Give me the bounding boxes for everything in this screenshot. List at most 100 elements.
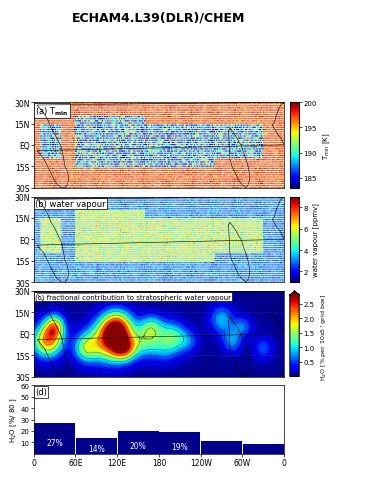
Point <box>253 161 259 168</box>
Point <box>152 253 158 261</box>
Point <box>204 135 210 143</box>
Point <box>137 238 143 245</box>
Point <box>254 139 260 147</box>
Point <box>278 236 283 244</box>
Point <box>141 199 147 207</box>
Point <box>227 207 233 215</box>
Point <box>226 266 232 274</box>
Point <box>268 143 274 151</box>
Point <box>54 109 60 117</box>
Point <box>229 161 235 168</box>
Point <box>45 197 51 204</box>
Point <box>129 262 135 269</box>
Point <box>258 274 264 282</box>
Point <box>81 255 87 263</box>
Point <box>101 199 107 207</box>
Point <box>108 111 114 119</box>
Point <box>238 242 244 250</box>
Point <box>117 266 123 274</box>
Point <box>80 142 86 149</box>
Point <box>266 137 272 145</box>
Point <box>188 207 194 215</box>
Point <box>90 152 96 160</box>
Point <box>91 257 97 265</box>
Point <box>203 146 209 154</box>
Point <box>54 279 60 286</box>
Point <box>236 266 242 274</box>
Point <box>266 229 272 237</box>
Point <box>106 270 112 278</box>
Point <box>85 148 91 156</box>
Point <box>102 184 108 192</box>
Point <box>63 122 69 130</box>
Point <box>221 157 227 164</box>
Point <box>238 135 244 143</box>
Point <box>58 113 64 121</box>
Point <box>115 238 121 245</box>
Point <box>177 157 183 164</box>
Point <box>113 165 119 173</box>
Point <box>144 142 150 149</box>
Point <box>96 240 102 248</box>
Point <box>241 133 247 141</box>
Point <box>155 176 161 183</box>
Point <box>56 172 62 180</box>
Point <box>64 231 70 239</box>
Point <box>106 218 112 226</box>
Point <box>170 126 176 134</box>
Point <box>82 133 88 141</box>
Point <box>233 210 239 218</box>
Point <box>136 257 142 265</box>
Point <box>62 137 68 145</box>
Point <box>58 126 64 134</box>
Point <box>39 212 45 220</box>
Point <box>110 174 116 182</box>
Point <box>67 236 73 244</box>
Point <box>96 143 102 151</box>
Point <box>218 195 224 203</box>
Point <box>227 105 233 113</box>
Point <box>163 174 169 182</box>
Point <box>201 262 207 269</box>
Point <box>124 133 130 141</box>
Point <box>42 253 48 261</box>
Point <box>123 157 129 164</box>
Point <box>168 161 174 168</box>
Point <box>57 257 63 265</box>
Point <box>99 176 105 183</box>
Point <box>247 131 253 139</box>
Point <box>110 169 116 177</box>
Point <box>268 154 274 162</box>
Point <box>125 205 131 213</box>
Point <box>58 124 64 132</box>
Point <box>180 176 186 183</box>
Point <box>112 146 118 154</box>
Point <box>250 113 256 121</box>
Point <box>188 214 194 222</box>
Point <box>174 126 180 134</box>
Point <box>257 137 263 145</box>
Point <box>246 180 252 188</box>
Point <box>57 133 63 141</box>
Point <box>155 122 161 130</box>
Point <box>220 184 226 192</box>
Point <box>131 257 137 265</box>
Point <box>112 133 118 141</box>
Point <box>248 150 254 158</box>
Point <box>144 229 150 237</box>
Point <box>103 264 109 271</box>
Point <box>222 268 228 276</box>
Point <box>120 120 126 128</box>
Point <box>224 259 230 267</box>
Point <box>31 264 37 271</box>
Point <box>37 216 43 224</box>
Text: (a) T$_{\mathbf{min}}$: (a) T$_{\mathbf{min}}$ <box>35 105 68 118</box>
Point <box>250 195 256 203</box>
Point <box>134 183 140 190</box>
Point <box>249 174 255 182</box>
Point <box>170 199 176 207</box>
Point <box>187 195 193 203</box>
Point <box>146 122 152 130</box>
Point <box>172 116 178 123</box>
Point <box>179 157 185 164</box>
